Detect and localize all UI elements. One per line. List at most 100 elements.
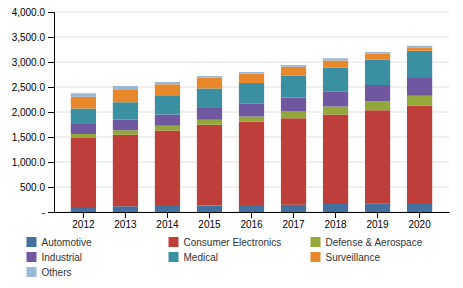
bars	[71, 46, 432, 212]
bar-segment	[281, 205, 306, 212]
bar-segment	[239, 122, 264, 205]
grid-line	[54, 12, 449, 13]
bar-segment	[365, 52, 390, 54]
bar-segment	[323, 92, 348, 107]
plot: 201220132014201520162017201820192020-500…	[12, 7, 450, 230]
x-tick-label: 2012	[72, 219, 95, 230]
bar-segment	[197, 89, 222, 109]
x-tick: 2013	[114, 212, 137, 230]
tick-mark	[293, 212, 294, 218]
legend: Automotive Consumer Electronics Defense & …	[27, 237, 423, 278]
bar-segment	[71, 138, 96, 207]
bar-segment	[323, 61, 348, 68]
y-tick-label: 1,500.0	[12, 132, 46, 143]
bar-segment	[197, 78, 222, 89]
legend-label: Defense & Aerospace	[326, 237, 423, 248]
x-tick: 2017	[282, 212, 305, 230]
bar-segment	[365, 110, 390, 204]
bar-segment	[113, 206, 138, 212]
bar-segment	[197, 206, 222, 213]
bar-segment	[365, 54, 390, 60]
bar-segment	[323, 107, 348, 115]
y-tick: -	[42, 207, 54, 218]
bar-segment	[407, 51, 432, 78]
axis-line	[48, 13, 55, 213]
bar-segment	[281, 98, 306, 112]
bar-segment	[113, 86, 138, 90]
legend-swatch	[27, 252, 37, 262]
tick-mark	[125, 212, 126, 218]
legend-item: Defense & Aerospace	[311, 237, 423, 248]
tick-mark	[377, 212, 378, 218]
bar-segment	[239, 104, 264, 117]
x-tick-label: 2017	[282, 219, 305, 230]
bar-segment	[407, 78, 432, 96]
bar-segment	[197, 120, 222, 125]
bar-segment	[113, 130, 138, 135]
bar-segment	[71, 124, 96, 134]
bar-segment	[155, 115, 180, 126]
bar-segment	[197, 76, 222, 78]
tick-mark	[335, 212, 336, 218]
bar-segment	[323, 204, 348, 212]
tick-mark	[48, 212, 54, 213]
bar-segment	[71, 207, 96, 212]
legend-label: Consumer Electronics	[184, 237, 282, 248]
x-tick-label: 2016	[240, 219, 263, 230]
bar-segment	[155, 96, 180, 115]
grid-line	[54, 37, 449, 38]
x-tick: 2012	[72, 212, 95, 230]
x-tick: 2020	[408, 212, 431, 230]
legend-item: Consumer Electronics	[169, 237, 282, 248]
bar-segment	[407, 46, 432, 48]
bar-segment	[407, 106, 432, 204]
bar-segment	[281, 76, 306, 98]
tick-mark	[48, 87, 54, 88]
bar-segment	[155, 82, 180, 84]
bar-segment	[365, 204, 390, 212]
tick-mark	[48, 37, 54, 38]
bar-segment	[113, 90, 138, 102]
legend-item: Others	[27, 267, 72, 278]
legend-item: Surveillance	[311, 252, 381, 263]
bar-segment	[155, 206, 180, 212]
legend-label: Surveillance	[326, 252, 381, 263]
legend-swatch	[27, 237, 37, 247]
bar-segment	[155, 131, 180, 207]
legend-item: Automotive	[27, 237, 92, 248]
bar-segment	[323, 58, 348, 60]
bar-segment	[113, 120, 138, 131]
y-tick: 1,500.0	[12, 132, 54, 143]
y-tick: 4,000.0	[12, 7, 54, 18]
x-tick: 2019	[366, 212, 389, 230]
y-tick: 2,000.0	[12, 107, 54, 118]
bar-segment	[113, 135, 138, 207]
x-tick-label: 2018	[324, 219, 347, 230]
y-tick: 2,500.0	[12, 82, 54, 93]
bar-segment	[155, 126, 180, 131]
x-tick: 2018	[324, 212, 347, 230]
bar-segment	[365, 102, 390, 111]
legend-label: Others	[42, 267, 72, 278]
y-tick-label: 3,500.0	[12, 32, 46, 43]
tick-mark	[48, 12, 54, 13]
bar-segment	[197, 125, 222, 206]
bar-segment	[239, 117, 264, 122]
tick-mark	[48, 112, 54, 113]
y-tick: 500.0	[20, 182, 54, 193]
bar-segment	[281, 118, 306, 205]
y-tick-label: 2,000.0	[12, 107, 46, 118]
bar-segment	[239, 72, 264, 74]
legend-swatch	[169, 237, 179, 247]
tick-mark	[83, 212, 84, 218]
tick-mark	[48, 187, 54, 188]
tick-mark	[419, 212, 420, 218]
bar-segment	[281, 67, 306, 76]
x-tick-label: 2015	[198, 219, 221, 230]
bar-segment	[323, 115, 348, 205]
legend-label: Automotive	[42, 237, 92, 248]
y-tick-label: 2,500.0	[12, 82, 46, 93]
tick-mark	[167, 212, 168, 218]
y-tick-label: 500.0	[20, 182, 45, 193]
bar-segment	[113, 102, 138, 119]
